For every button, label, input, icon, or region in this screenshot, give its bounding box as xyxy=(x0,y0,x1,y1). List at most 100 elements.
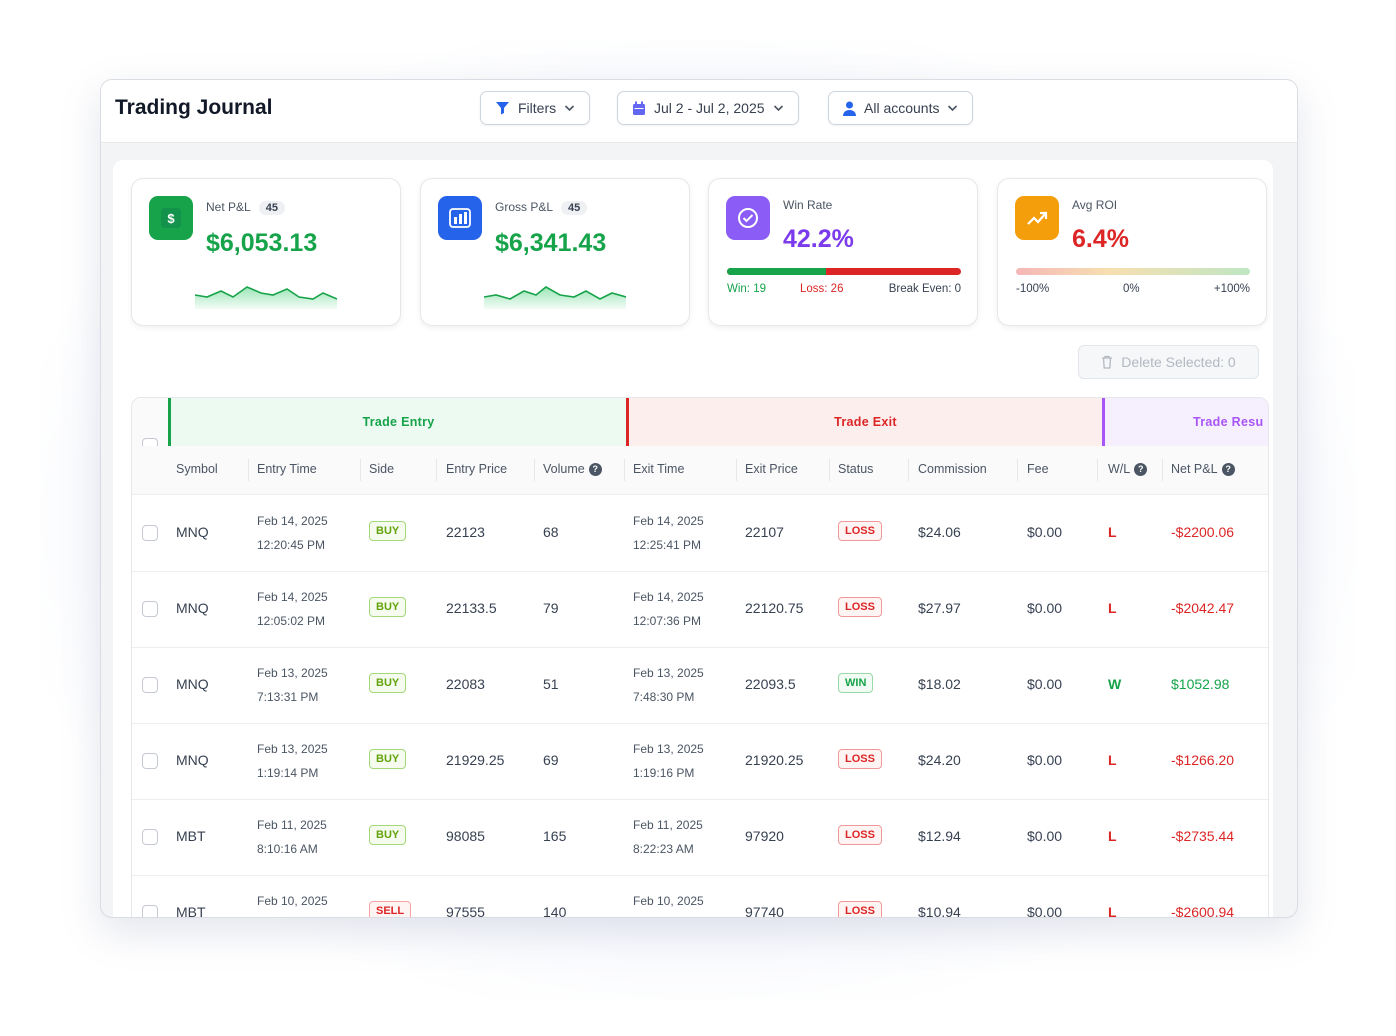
net-pnl-sparkline xyxy=(195,286,337,309)
chevron-down-icon xyxy=(565,105,575,112)
select-all-cell xyxy=(132,398,168,454)
net-pnl-cell: -$2600.94 xyxy=(1171,904,1235,918)
exit-date: Feb 11, 2025 xyxy=(633,818,703,832)
trash-icon xyxy=(1102,355,1113,369)
wl-cell: L xyxy=(1108,828,1117,844)
exit-clock: 12:25:41 PM xyxy=(633,538,702,552)
table-row[interactable]: MBT Feb 11, 2025 8:10:16 AM BUY 98085 165 Feb … xyxy=(132,799,1268,876)
col-net-pnl[interactable]: Net P&L? xyxy=(1171,462,1235,476)
col-commission[interactable]: Commission xyxy=(918,462,987,476)
net-pnl-label: Net P&L 45 xyxy=(206,200,285,215)
status-badge: LOSS xyxy=(838,597,882,617)
row-checkbox[interactable] xyxy=(142,905,158,917)
win-count: Win: 19 xyxy=(727,283,766,295)
filters-button[interactable]: Filters xyxy=(480,91,591,125)
loss-count: Loss: 26 xyxy=(800,283,844,295)
win-rate-label: Win Rate xyxy=(783,198,833,212)
accounts-label: All accounts xyxy=(864,100,940,116)
col-fee[interactable]: Fee xyxy=(1027,462,1049,476)
table-row[interactable]: MNQ Feb 13, 2025 1:19:14 PM BUY 21929.25 69 Fe… xyxy=(132,723,1268,800)
entry-clock: 8:10:16 AM xyxy=(257,842,318,856)
symbol-cell: MBT xyxy=(176,904,206,918)
col-entry-time[interactable]: Entry Time xyxy=(257,462,317,476)
dollar-icon: $ xyxy=(149,196,193,240)
entry-date: Feb 14, 2025 xyxy=(257,590,328,604)
user-icon xyxy=(843,101,856,116)
commission-cell: $24.20 xyxy=(918,752,961,768)
commission-cell: $24.06 xyxy=(918,524,961,540)
entry-date: Feb 13, 2025 xyxy=(257,666,328,680)
exit-clock: 7:48:30 PM xyxy=(633,690,695,704)
delete-selected-label: Delete Selected: 0 xyxy=(1121,354,1236,370)
col-entry-price[interactable]: Entry Price xyxy=(446,462,508,476)
wl-cell: L xyxy=(1108,600,1117,616)
side-badge: BUY xyxy=(369,521,407,541)
volume-cell: 79 xyxy=(543,600,559,616)
avg-roi-card: Avg ROI 6.4% -100% 0% +100% xyxy=(997,178,1267,326)
row-checkbox[interactable] xyxy=(142,525,158,541)
filters-label: Filters xyxy=(518,100,557,116)
net-pnl-value: $6,053.13 xyxy=(206,229,318,257)
entry-price-cell: 22123 xyxy=(446,524,485,540)
wl-cell: L xyxy=(1108,524,1117,540)
avg-roi-value: 6.4% xyxy=(1072,225,1129,253)
table-row[interactable]: MNQ Feb 13, 2025 7:13:31 PM BUY 22083 51 Feb 1… xyxy=(132,647,1268,724)
status-badge: LOSS xyxy=(838,521,882,541)
wl-cell: L xyxy=(1108,904,1117,918)
app-title: Trading Journal xyxy=(115,96,273,119)
col-exit-time[interactable]: Exit Time xyxy=(633,462,685,476)
col-volume[interactable]: Volume? xyxy=(543,462,602,476)
avg-roi-label: Avg ROI xyxy=(1072,198,1118,212)
entry-date: Feb 11, 2025 xyxy=(257,818,327,832)
exit-price-cell: 22120.75 xyxy=(745,600,804,616)
trades-table: Trade Entry Trade Exit Trade Resu Symbol… xyxy=(131,397,1269,918)
wl-cell: W xyxy=(1108,676,1122,692)
trade-result-group: Trade Resu xyxy=(1102,398,1268,446)
col-status[interactable]: Status xyxy=(838,462,874,476)
chevron-down-icon xyxy=(948,105,958,112)
gross-pnl-card: Gross P&L 45 $6,341.43 xyxy=(420,178,690,326)
win-fill xyxy=(727,268,826,275)
date-range-button[interactable]: Jul 2 - Jul 2, 2025 xyxy=(617,91,799,125)
side-badge: BUY xyxy=(369,597,407,617)
column-header-row: Symbol Entry Time Side Entry Price Volum… xyxy=(132,446,1268,495)
row-checkbox[interactable] xyxy=(142,601,158,617)
row-checkbox[interactable] xyxy=(142,677,158,693)
fee-cell: $0.00 xyxy=(1027,904,1063,918)
info-icon: ? xyxy=(1221,462,1235,476)
net-pnl-cell: -$2200.06 xyxy=(1171,524,1235,540)
fee-cell: $0.00 xyxy=(1027,600,1063,616)
gross-pnl-value: $6,341.43 xyxy=(495,229,607,257)
table-row[interactable]: MBT Feb 10, 2025 SELL 97555 140 Feb 10, 2025 9… xyxy=(132,875,1268,918)
entry-price-cell: 97555 xyxy=(446,904,485,918)
col-side[interactable]: Side xyxy=(369,462,395,476)
symbol-cell: MNQ xyxy=(176,524,209,540)
exit-date: Feb 14, 2025 xyxy=(633,590,704,604)
row-checkbox[interactable] xyxy=(142,753,158,769)
wl-cell: L xyxy=(1108,752,1117,768)
info-icon: ? xyxy=(588,462,602,476)
col-exit-price[interactable]: Exit Price xyxy=(745,462,798,476)
trade-count-badge: 45 xyxy=(561,201,588,215)
entry-clock: 1:19:14 PM xyxy=(257,766,319,780)
exit-date: Feb 14, 2025 xyxy=(633,514,704,528)
table-row[interactable]: MNQ Feb 14, 2025 12:05:02 PM BUY 22133.5 79 Fe… xyxy=(132,571,1268,648)
symbol-cell: MNQ xyxy=(176,752,209,768)
row-checkbox[interactable] xyxy=(142,829,158,845)
accounts-button[interactable]: All accounts xyxy=(828,91,974,125)
col-wl[interactable]: W/L? xyxy=(1108,462,1148,476)
check-circle-icon xyxy=(726,196,770,240)
calendar-icon xyxy=(633,101,645,115)
exit-price-cell: 22093.5 xyxy=(745,676,796,692)
break-even-count: Break Even: 0 xyxy=(888,283,961,295)
delete-selected-button[interactable]: Delete Selected: 0 xyxy=(1078,345,1259,379)
table-row[interactable]: MNQ Feb 14, 2025 12:20:45 PM BUY 22123 68 Feb … xyxy=(132,495,1268,572)
filter-icon xyxy=(496,102,509,115)
gross-pnl-sparkline xyxy=(484,286,626,309)
gross-pnl-label: Gross P&L 45 xyxy=(495,200,588,215)
status-badge: LOSS xyxy=(838,749,882,769)
col-symbol[interactable]: Symbol xyxy=(176,462,218,476)
commission-cell: $10.94 xyxy=(918,904,961,918)
entry-clock: 12:05:02 PM xyxy=(257,614,326,628)
exit-clock: 1:19:16 PM xyxy=(633,766,695,780)
